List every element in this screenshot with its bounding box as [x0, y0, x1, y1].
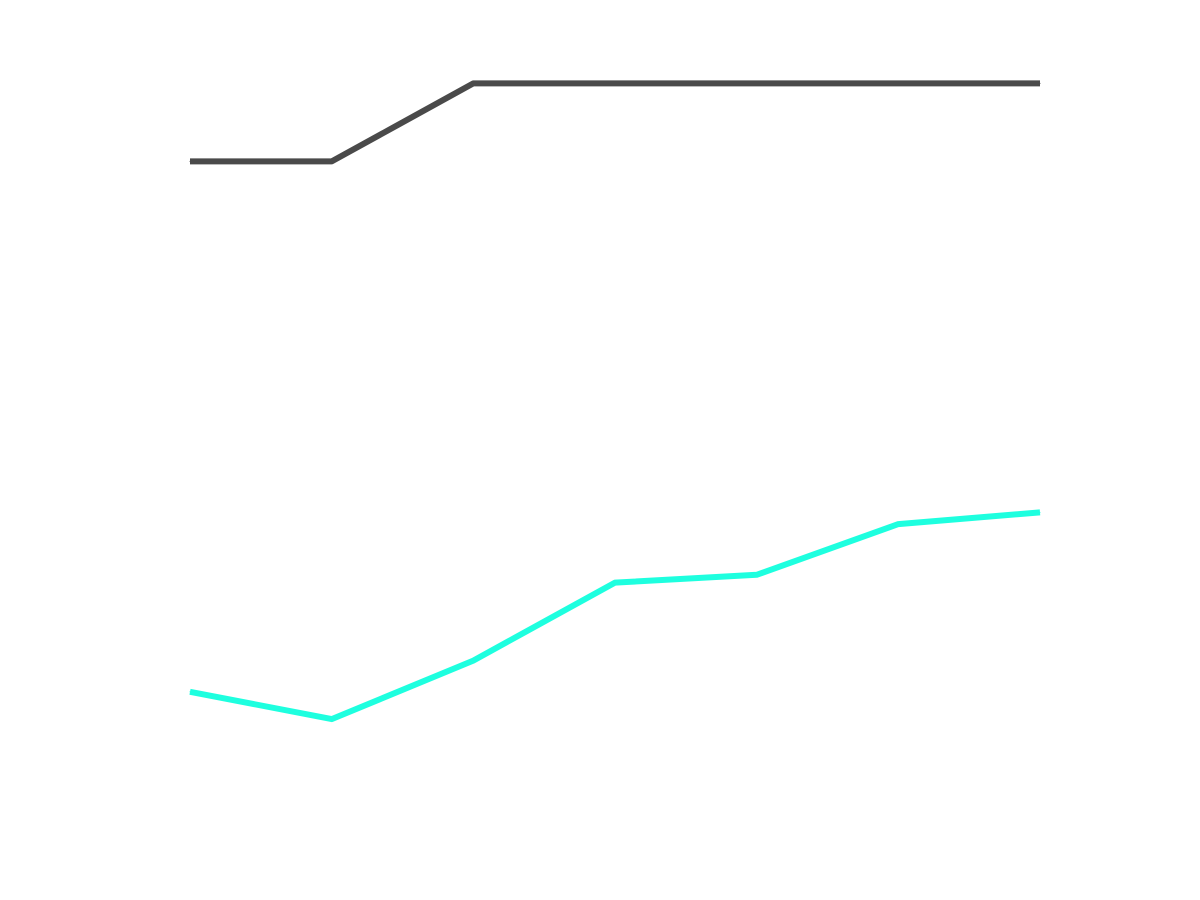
- data-point-s2-1: [331, 718, 333, 720]
- plot-area: [189, 80, 1041, 723]
- data-point-s2-6: [1039, 511, 1041, 513]
- data-point-s1-5: [897, 82, 899, 84]
- data-point-s2-3: [614, 582, 616, 584]
- data-point-s2-5: [897, 523, 899, 525]
- data-point-s2-0: [189, 691, 191, 693]
- data-point-s1-0: [189, 160, 191, 162]
- data-point-s2-4: [756, 574, 758, 576]
- data-point-s1-3: [614, 82, 616, 84]
- data-point-s2-2: [472, 660, 474, 662]
- data-point-s1-6: [1039, 82, 1041, 84]
- data-point-s1-1: [331, 160, 333, 162]
- data-point-s1-4: [756, 82, 758, 84]
- data-point-s1-2: [472, 82, 474, 84]
